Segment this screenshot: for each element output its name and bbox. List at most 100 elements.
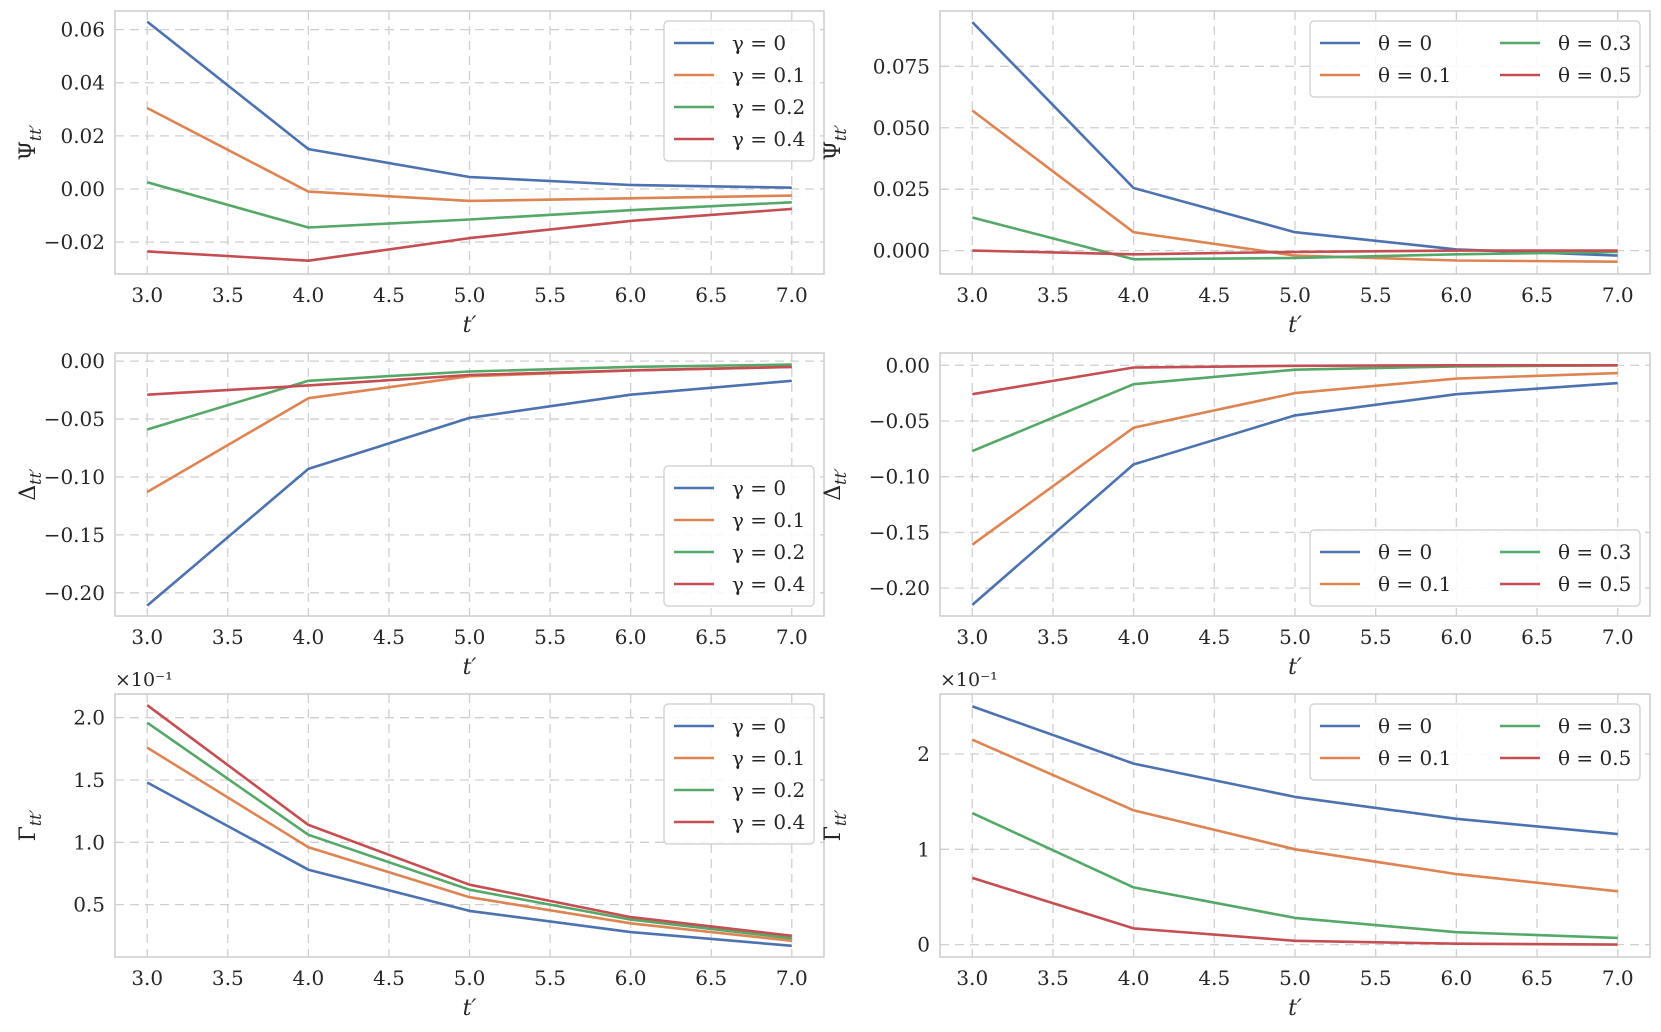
x-tick-label: 3.5	[1037, 625, 1069, 649]
x-tick-label: 6.0	[1440, 283, 1472, 307]
legend-entry: θ = 0.1	[1378, 63, 1451, 87]
legend-entry: γ = 0	[732, 476, 786, 500]
x-tick-label: 3.5	[1037, 966, 1069, 990]
y-tick-label: 0.02	[60, 124, 105, 148]
x-tick-label: 3.0	[956, 283, 988, 307]
legend-entry: γ = 0.4	[732, 810, 805, 834]
legend-entry: θ = 0.5	[1558, 572, 1631, 596]
legend-entry: θ = 0.3	[1558, 540, 1631, 564]
x-tick-label: 3.5	[212, 283, 244, 307]
x-tick-label: 3.0	[956, 966, 988, 990]
series-line-γ=0.1	[146, 746, 792, 943]
subplot-3: 3.0 3.5 4.0 4.5 5.0 5.5 6.0 6.5 7.0 −0.20 −0.15 −0.…	[16, 349, 825, 680]
series-line-γ=0	[146, 781, 792, 948]
legend: γ = 0 γ = 0.1 γ = 0.2 γ = 0.4	[663, 703, 815, 845]
y-tick-label: 1.0	[73, 830, 105, 854]
x-tick-label: 4.0	[1118, 966, 1150, 990]
series-line-γ=0.2	[146, 721, 792, 940]
y-tick-label: 0.00	[885, 353, 930, 377]
x-tick-label: 6.0	[615, 966, 647, 990]
axis-multiplier: ×10⁻¹	[115, 669, 173, 691]
axes-frame	[114, 10, 825, 275]
x-tick-label: 5.5	[1360, 625, 1392, 649]
x-axis-label: t′	[463, 655, 477, 680]
axes-frame	[939, 10, 1651, 275]
legend-entry: γ = 0.1	[732, 63, 805, 87]
x-tick-label: 5.0	[454, 283, 486, 307]
y-axis-label: Γtt′	[16, 809, 45, 841]
y-tick-label: −0.15	[44, 523, 105, 547]
x-tick-label: 7.0	[776, 966, 808, 990]
y-axis-label: Γtt′	[821, 809, 850, 841]
legend: γ = 0 γ = 0.1 γ = 0.2 γ = 0.4	[663, 465, 815, 607]
legend-entry: θ = 0.1	[1378, 746, 1451, 770]
x-tick-label: 6.5	[1521, 966, 1553, 990]
x-tick-label: 3.0	[131, 625, 163, 649]
y-tick-label: −0.05	[869, 409, 930, 433]
legend-frame	[663, 20, 815, 162]
x-tick-label: 5.5	[534, 966, 566, 990]
x-tick-label: 6.5	[1521, 283, 1553, 307]
series-line-θ=0.3	[971, 216, 1618, 261]
axes-frame	[114, 352, 825, 617]
subplot-6: 3.0 3.5 4.0 4.5 5.0 5.5 6.0 6.5 7.0 0 1 2 t′ Γtt′ ×10⁻…	[821, 669, 1651, 1021]
x-tick-label: 5.5	[534, 283, 566, 307]
axes-frame	[939, 693, 1651, 958]
series-line-θ=0.1	[971, 738, 1618, 893]
series-line-γ=0	[146, 379, 792, 607]
y-axis-label: Δtt′	[16, 468, 45, 501]
x-tick-label: 5.0	[454, 966, 486, 990]
y-tick-label: −0.10	[44, 465, 105, 489]
x-axis-label: t′	[463, 313, 477, 338]
legend-entry: γ = 0.2	[732, 778, 805, 802]
series-line-θ=0.1	[971, 109, 1618, 263]
y-tick-label: 0.000	[873, 239, 930, 263]
series-line-γ=0.4	[146, 704, 792, 938]
x-tick-label: 5.0	[454, 625, 486, 649]
legend-frame	[663, 703, 815, 845]
legend-entry: γ = 0.2	[732, 95, 805, 119]
x-tick-label: 6.0	[1440, 625, 1472, 649]
legend-entry: θ = 0	[1378, 714, 1432, 738]
subplot-4: 3.0 3.5 4.0 4.5 5.0 5.5 6.0 6.5 7.0 −0.20 −0.15 −0.…	[821, 352, 1651, 680]
legend-entry: θ = 0.3	[1558, 31, 1631, 55]
x-tick-label: 4.5	[1198, 625, 1230, 649]
series-line-γ=0.2	[146, 181, 792, 229]
y-tick-label: 0.06	[60, 18, 105, 42]
y-tick-label: 0.04	[60, 71, 105, 95]
legend-entry: γ = 0	[732, 31, 786, 55]
x-tick-label: 4.0	[292, 283, 324, 307]
x-axis-label: t′	[1288, 655, 1302, 680]
y-tick-label: 2	[917, 742, 930, 766]
subplot-5: 3.0 3.5 4.0 4.5 5.0 5.5 6.0 6.5 7.0 0.5 1.0 1.5 2.0 t…	[16, 669, 825, 1021]
y-tick-label: 0.025	[873, 177, 930, 201]
y-tick-label: −0.20	[44, 581, 105, 605]
x-tick-label: 5.0	[1279, 283, 1311, 307]
x-tick-label: 4.5	[373, 625, 405, 649]
x-tick-label: 6.5	[695, 283, 727, 307]
series-line-θ=0.5	[972, 363, 1618, 396]
y-tick-label: 1.5	[73, 768, 105, 792]
legend: θ = 0 θ = 0.1 θ = 0.3 θ = 0.5	[1309, 20, 1641, 98]
x-tick-label: 5.0	[1279, 966, 1311, 990]
x-tick-label: 5.0	[1279, 625, 1311, 649]
y-tick-label: 0.00	[60, 349, 105, 373]
legend-entry: γ = 0.1	[732, 746, 805, 770]
axes-frame	[939, 352, 1651, 617]
x-axis-label: t′	[1288, 996, 1302, 1021]
x-tick-label: 3.0	[131, 966, 163, 990]
series-line-γ=0	[146, 20, 792, 189]
y-tick-label: 0.050	[873, 116, 930, 140]
x-tick-label: 6.5	[695, 625, 727, 649]
x-tick-label: 6.5	[1521, 625, 1553, 649]
legend-entry: γ = 0.4	[732, 572, 805, 596]
x-tick-label: 5.5	[1360, 966, 1392, 990]
series-line-θ=0	[971, 381, 1618, 606]
legend-entry: θ = 0	[1378, 31, 1432, 55]
series-line-θ=0.1	[971, 371, 1618, 546]
legend-entry: θ = 0.1	[1378, 572, 1451, 596]
axes-frame	[114, 693, 825, 958]
x-tick-label: 7.0	[1602, 966, 1634, 990]
y-tick-label: 0.5	[73, 893, 105, 917]
